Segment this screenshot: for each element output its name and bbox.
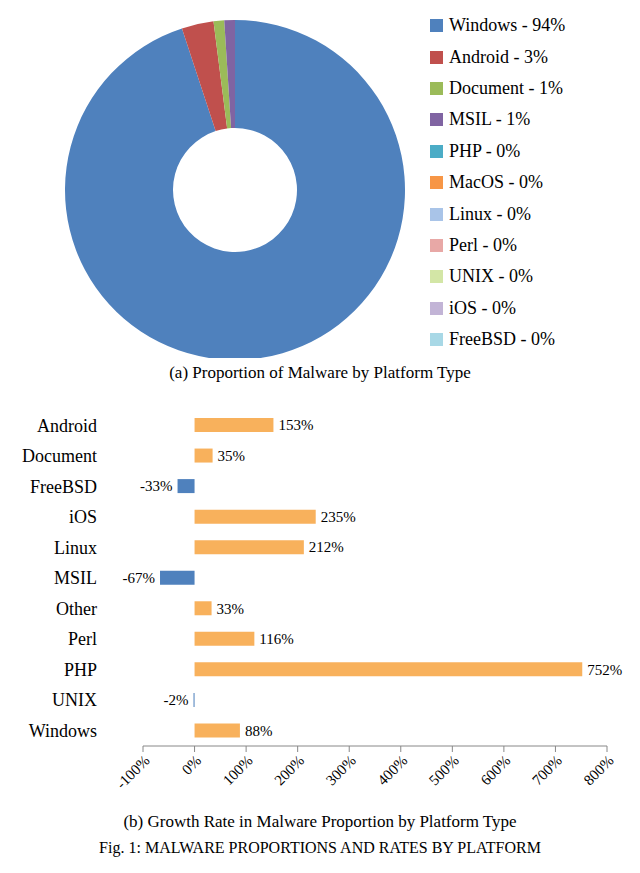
svg-text:212%: 212%	[309, 539, 344, 555]
svg-text:FreeBSD: FreeBSD	[30, 477, 97, 497]
svg-text:752%: 752%	[587, 662, 622, 678]
svg-text:-100%: -100%	[113, 752, 153, 792]
svg-text:0%: 0%	[179, 752, 204, 777]
html-text:Windows - 94%: Windows - 94%	[449, 15, 566, 36]
svg-text:200%: 200%	[271, 752, 307, 788]
svg-text:100%: 100%	[220, 752, 256, 788]
svg-text:235%: 235%	[321, 509, 356, 525]
html-text:Document - 1%: Document - 1%	[449, 78, 563, 98]
html-text:iOS - 0%: iOS - 0%	[449, 297, 516, 318]
svg-text:116%: 116%	[259, 631, 293, 647]
svg-text:500%: 500%	[426, 752, 462, 788]
svg-text:-2%: -2%	[164, 692, 189, 708]
svg-text:UNIX: UNIX	[52, 690, 97, 710]
html-text:FreeBSD - 0%: FreeBSD - 0%	[449, 329, 555, 350]
html-text:(b) Growth Rate in Malware Pro: (b) Growth Rate in Malware Proportion by…	[123, 812, 517, 831]
svg-text:iOS: iOS	[69, 507, 97, 527]
svg-text:300%: 300%	[323, 752, 359, 788]
svg-text:Perl: Perl	[68, 629, 97, 649]
svg-text:33%: 33%	[217, 601, 245, 617]
svg-text:Document: Document	[22, 446, 97, 466]
svg-text:Android: Android	[37, 416, 97, 436]
svg-text:35%: 35%	[218, 448, 246, 464]
svg-text:PHP: PHP	[64, 660, 97, 680]
svg-text:Windows: Windows	[29, 721, 97, 741]
svg-text:-33%: -33%	[140, 478, 173, 494]
svg-text:153%: 153%	[278, 417, 313, 433]
svg-text:800%: 800%	[581, 752, 617, 788]
html-text:MacOS - 0%: MacOS - 0%	[449, 172, 543, 193]
svg-text:-67%: -67%	[123, 570, 156, 586]
html-text:Perl - 0%: Perl - 0%	[449, 234, 517, 255]
svg-text:400%: 400%	[374, 752, 410, 788]
html-text:(a) Proportion of Malware by P: (a) Proportion of Malware by Platform Ty…	[169, 363, 471, 382]
html-text:Linux - 0%: Linux - 0%	[449, 203, 531, 224]
html-text:MSIL - 1%: MSIL - 1%	[449, 109, 531, 130]
svg-text:Other: Other	[56, 599, 97, 619]
html-text:Fig. 1: MALWARE PROPORTIONS AN: Fig. 1: MALWARE PROPORTIONS AND RATES BY…	[99, 839, 541, 856]
svg-text:700%: 700%	[529, 752, 565, 788]
svg-text:MSIL: MSIL	[54, 568, 97, 588]
html-text:UNIX - 0%: UNIX - 0%	[449, 266, 533, 287]
html-text:PHP - 0%: PHP - 0%	[449, 140, 521, 161]
html-text:Android - 3%: Android - 3%	[449, 46, 548, 67]
svg-text:Linux: Linux	[54, 538, 97, 558]
svg-text:600%: 600%	[477, 752, 513, 788]
svg-text:88%: 88%	[245, 723, 273, 739]
